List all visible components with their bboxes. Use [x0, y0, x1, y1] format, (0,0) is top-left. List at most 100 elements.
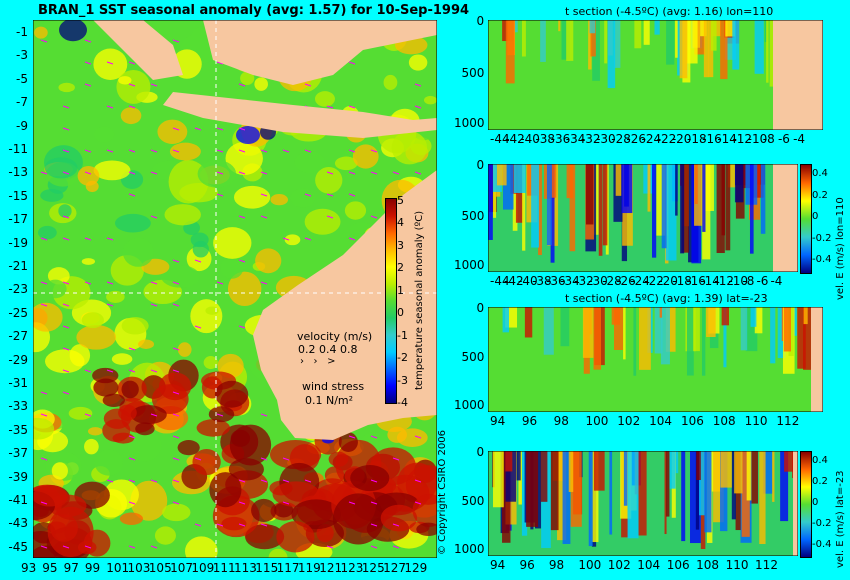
wind-arrow — [40, 237, 48, 241]
section-panel-temp-lat — [488, 307, 823, 412]
section-streak — [570, 451, 582, 527]
section-streak — [604, 20, 608, 64]
section-streak — [665, 307, 676, 352]
section-streak — [749, 164, 754, 254]
wind-arrow — [348, 105, 356, 109]
wind-arrow — [40, 303, 48, 307]
anomaly-patch — [157, 119, 188, 144]
wind-arrow — [62, 303, 70, 307]
section-streak — [766, 20, 769, 83]
section-streak — [797, 307, 806, 369]
wind-arrow — [216, 523, 224, 527]
panel-colorbar-tick: 0 — [812, 497, 819, 508]
anomaly-patch — [93, 378, 119, 397]
section-streak — [611, 307, 621, 325]
lon-tick-label: 119 — [297, 561, 321, 575]
section-streak — [561, 20, 570, 60]
section-streak — [546, 164, 552, 246]
wind-arrow — [194, 127, 202, 131]
anomaly-patch — [33, 302, 63, 332]
anomaly-patch — [164, 204, 201, 226]
section-streak — [675, 164, 678, 216]
anomaly-patch — [81, 312, 104, 329]
panel-x-tick-label: -6 — [777, 132, 790, 146]
section-streak — [591, 451, 599, 543]
wind-arrow — [62, 391, 70, 395]
wind-arrow — [304, 149, 312, 153]
wind-arrow — [106, 479, 114, 483]
section-streak — [734, 451, 743, 494]
wind-arrow — [128, 479, 136, 483]
anomaly-patch — [169, 142, 201, 161]
panel-x-tick-label: 98 — [553, 414, 569, 428]
wind-arrow — [84, 545, 92, 549]
wind-arrow — [194, 325, 202, 329]
lon-tick-label: 107 — [170, 561, 193, 575]
wind-arrow — [128, 149, 136, 153]
panel-x-tick-label: -14 — [700, 274, 720, 288]
wind-arrow — [260, 215, 268, 219]
panel-x-tick-label: -24 — [630, 274, 650, 288]
section-streak — [615, 164, 622, 196]
section-streak — [750, 307, 757, 327]
anomaly-patch — [77, 166, 100, 186]
section-streak — [700, 20, 707, 37]
lat-tick-label: -45 — [8, 539, 28, 554]
section-streak — [665, 164, 677, 261]
section-streak — [666, 20, 675, 65]
panel-x-tick-label: 102 — [617, 414, 641, 428]
section-streak — [675, 20, 678, 58]
main-title: BRAN_1 SST seasonal anomaly (avg: 1.57) … — [38, 3, 470, 18]
wind-arrow — [62, 237, 70, 241]
section-streak — [679, 20, 688, 79]
lat-tick-label: -9 — [16, 118, 28, 133]
wind-arrow — [106, 61, 114, 65]
anomaly-patch — [235, 88, 248, 98]
section-streak — [521, 20, 526, 57]
section-streak — [593, 307, 602, 370]
velocity-arrows-icon: › › > — [300, 356, 336, 367]
vel-label-1: vel. E (m/s) lon=110 — [835, 197, 846, 300]
section-streak — [731, 451, 736, 520]
section-streak — [531, 164, 540, 248]
lon-tick-label: 93 — [21, 561, 37, 575]
panel-x-tick-label: -18 — [672, 274, 692, 288]
section-streak — [557, 451, 567, 541]
wind-arrow — [84, 281, 92, 285]
wind-arrow — [62, 171, 70, 175]
anomaly-patch — [208, 406, 235, 423]
wind-arrow — [216, 413, 224, 417]
section-streak — [522, 164, 526, 251]
panel-x-tick-label: -20 — [671, 132, 692, 146]
section-streak — [489, 164, 497, 213]
lon-tick-label: 117 — [276, 561, 300, 575]
section-streak — [664, 451, 667, 535]
wind-arrow — [238, 259, 246, 263]
panel-x-tick-label: -22 — [644, 274, 664, 288]
section-streak — [526, 451, 539, 527]
anomaly-patch — [416, 522, 437, 536]
wind-arrow — [172, 413, 180, 417]
lon-tick-label: 95 — [42, 561, 58, 575]
anomaly-patch — [127, 429, 162, 462]
wind-arrow — [128, 545, 136, 549]
anomaly-patch — [334, 156, 358, 171]
wind-arrow — [84, 83, 92, 87]
wind-arrow — [150, 479, 158, 483]
wind-arrow — [84, 237, 92, 241]
anomaly-patch — [135, 422, 155, 436]
anomaly-patch — [192, 448, 221, 476]
panel-x-tick-label: 100 — [585, 414, 609, 428]
section-streak — [566, 164, 574, 199]
section-streak — [639, 307, 651, 370]
colorbar-tick: 0 — [397, 306, 404, 319]
panel-colorbar-tick: 0.2 — [812, 476, 828, 487]
wind-arrow — [150, 369, 158, 373]
lat-tick-label: -7 — [16, 95, 28, 110]
section-streak — [746, 451, 752, 501]
velocity-label: velocity (m/s) — [297, 330, 373, 343]
panel-x-tick-label: 96 — [521, 414, 538, 428]
colorbar-tick: 3 — [397, 239, 404, 252]
panel-x-tick-label: -14 — [717, 132, 737, 146]
panel-y-tick-label: 0 — [476, 301, 485, 315]
